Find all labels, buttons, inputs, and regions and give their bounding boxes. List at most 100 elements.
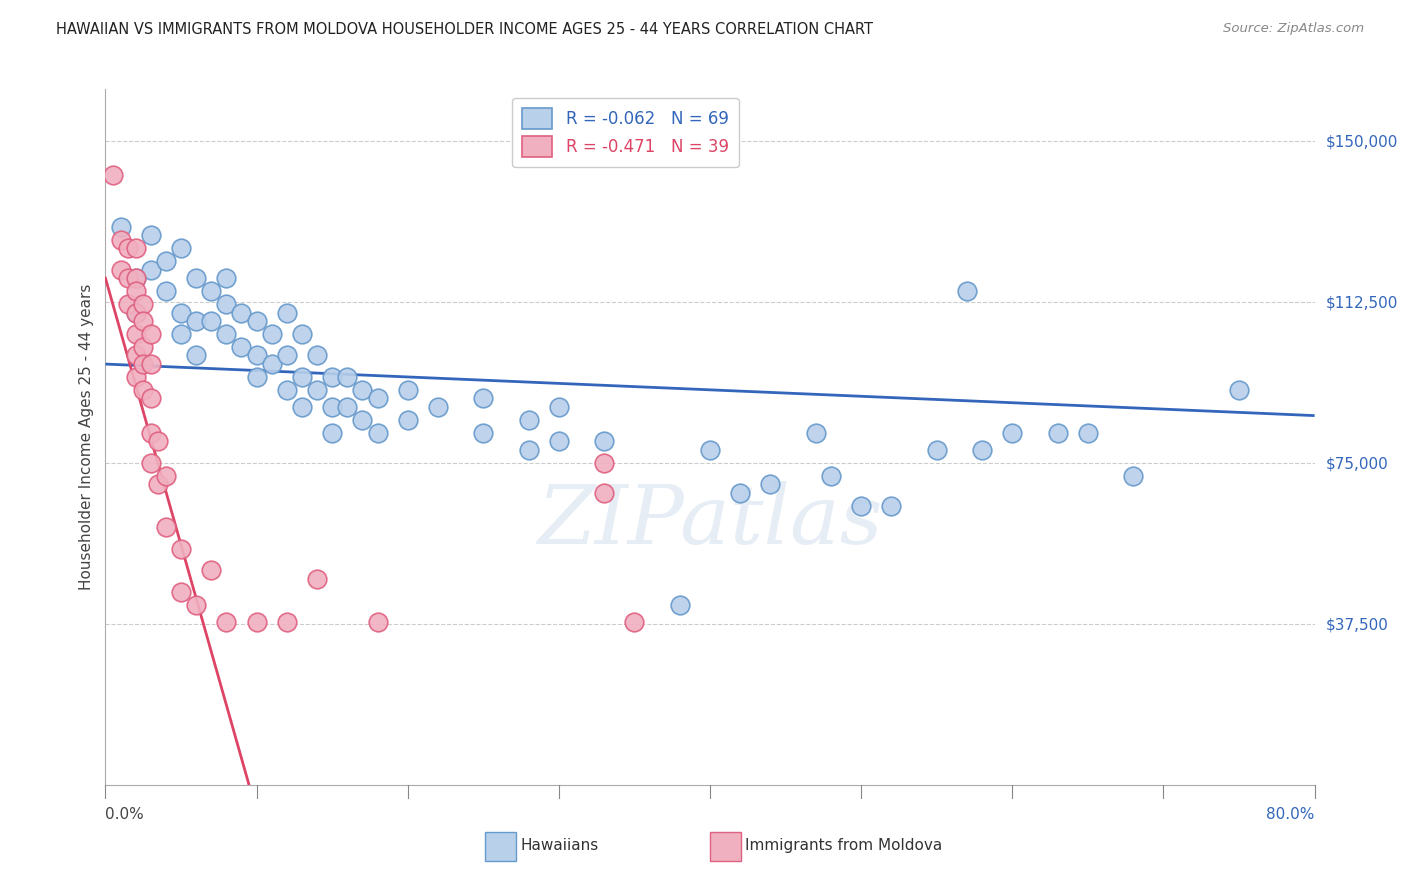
Point (170, 541, 193, 556)
Point (117, 297, 139, 311)
Point (124, 284, 148, 298)
Point (593, 486, 616, 500)
Point (124, 305, 148, 319)
Point (593, 434, 616, 449)
Point (124, 370, 148, 384)
Point (352, 413, 374, 427)
Text: 0.0%: 0.0% (105, 807, 145, 822)
Point (155, 468, 177, 483)
Text: Immigrants from Moldova: Immigrants from Moldova (745, 838, 942, 853)
Point (321, 400, 343, 414)
Point (336, 370, 359, 384)
Point (1077, 425, 1099, 440)
Point (366, 392, 388, 406)
Point (366, 615, 388, 629)
Point (186, 314, 208, 328)
Point (880, 499, 903, 513)
Point (186, 349, 208, 363)
Point (215, 326, 238, 341)
Point (148, 434, 170, 449)
Point (804, 425, 827, 440)
Point (472, 392, 495, 406)
Point (132, 357, 155, 371)
Point (849, 499, 872, 513)
Point (426, 400, 449, 414)
Point (956, 284, 979, 298)
Point (245, 370, 267, 384)
Point (1122, 468, 1144, 483)
Point (200, 563, 222, 577)
Point (200, 284, 222, 298)
Point (139, 228, 162, 243)
Point (110, 262, 132, 277)
Y-axis label: Householder Income Ages 25 - 44 years: Householder Income Ages 25 - 44 years (79, 284, 94, 591)
Point (124, 305, 148, 319)
Point (820, 468, 842, 483)
Point (148, 477, 170, 491)
Point (124, 326, 148, 341)
Point (396, 413, 419, 427)
Point (245, 314, 267, 328)
Point (139, 456, 162, 470)
Text: ZIPatlas: ZIPatlas (537, 481, 883, 560)
Point (291, 326, 314, 341)
Point (139, 326, 162, 341)
Point (970, 442, 993, 457)
Text: Source: ZipAtlas.com: Source: ZipAtlas.com (1223, 22, 1364, 36)
Point (336, 400, 359, 414)
Point (517, 442, 540, 457)
Point (132, 340, 155, 354)
Point (170, 584, 193, 599)
Point (155, 520, 177, 534)
Point (276, 349, 298, 363)
Point (291, 400, 314, 414)
Point (170, 305, 193, 319)
Point (699, 442, 721, 457)
Point (170, 326, 193, 341)
Point (593, 456, 616, 470)
Point (321, 370, 343, 384)
Point (669, 598, 692, 612)
Point (170, 241, 193, 255)
Point (548, 400, 571, 414)
Point (291, 370, 314, 384)
Point (260, 357, 283, 371)
Point (200, 314, 222, 328)
Point (155, 284, 177, 298)
Text: Hawaiians: Hawaiians (520, 838, 599, 853)
Point (215, 271, 238, 285)
Point (132, 297, 155, 311)
Point (139, 262, 162, 277)
Point (139, 392, 162, 406)
Point (307, 572, 329, 586)
Point (1227, 383, 1250, 397)
Point (231, 340, 253, 354)
Point (276, 383, 298, 397)
Point (366, 425, 388, 440)
Point (231, 305, 253, 319)
Point (759, 477, 782, 491)
Text: HAWAIIAN VS IMMIGRANTS FROM MOLDOVA HOUSEHOLDER INCOME AGES 25 - 44 YEARS CORREL: HAWAIIAN VS IMMIGRANTS FROM MOLDOVA HOUS… (56, 22, 873, 37)
Point (623, 615, 645, 629)
Point (117, 271, 139, 285)
Point (352, 383, 374, 397)
Point (124, 241, 148, 255)
Point (276, 615, 298, 629)
Point (548, 434, 571, 449)
Point (307, 349, 329, 363)
Point (1046, 425, 1069, 440)
Point (1001, 425, 1024, 440)
Point (215, 297, 238, 311)
Point (307, 383, 329, 397)
Point (186, 271, 208, 285)
Point (321, 425, 343, 440)
Point (124, 349, 148, 363)
Point (472, 425, 495, 440)
Point (132, 383, 155, 397)
Point (925, 442, 948, 457)
Legend: R = -0.062   N = 69, R = -0.471   N = 39: R = -0.062 N = 69, R = -0.471 N = 39 (512, 97, 738, 167)
Point (110, 233, 132, 247)
Point (124, 271, 148, 285)
Point (517, 413, 540, 427)
Point (139, 357, 162, 371)
